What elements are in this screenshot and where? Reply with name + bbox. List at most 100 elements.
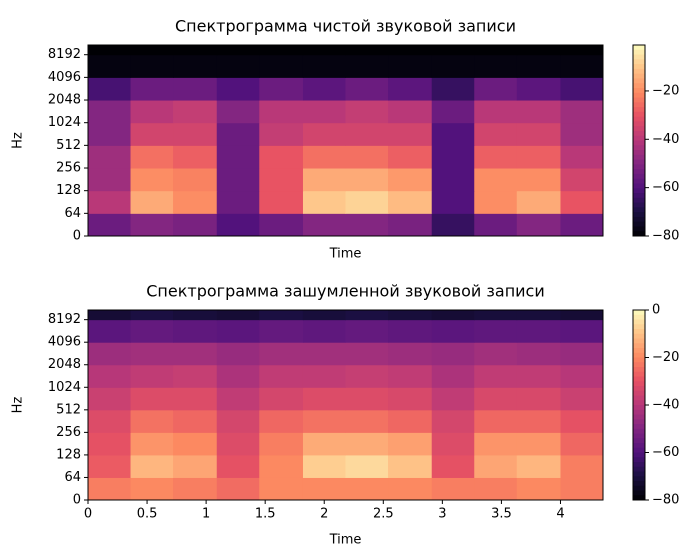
heatmap-cell bbox=[516, 77, 561, 101]
heatmap-cell bbox=[388, 190, 433, 214]
heatmap-cell bbox=[173, 454, 218, 478]
colorbar-step bbox=[633, 352, 645, 358]
heatmap-cell bbox=[388, 310, 433, 321]
heatmap-cell bbox=[516, 190, 561, 214]
heatmap-cell bbox=[560, 190, 604, 214]
heatmap-cell bbox=[516, 310, 561, 321]
colorbar-step bbox=[633, 193, 645, 199]
heatmap-cell bbox=[560, 77, 604, 101]
heatmap-cell bbox=[345, 45, 389, 56]
heatmap-cell bbox=[431, 77, 475, 101]
colorbar-step bbox=[633, 226, 645, 232]
heatmap-cell bbox=[130, 213, 174, 237]
heatmap-cell bbox=[259, 145, 304, 169]
heatmap-cell bbox=[173, 364, 218, 388]
heatmap-cell bbox=[560, 168, 604, 192]
heatmap-cell bbox=[173, 190, 218, 214]
heatmap-cell bbox=[302, 364, 346, 388]
heatmap-cell bbox=[173, 45, 218, 56]
heatmap-cell bbox=[516, 387, 561, 411]
heatmap-cell bbox=[431, 54, 475, 78]
colorbar-step bbox=[633, 169, 645, 175]
heatmap-cell bbox=[388, 168, 433, 192]
colorbar-step bbox=[633, 424, 645, 430]
heatmap-cell bbox=[388, 387, 433, 411]
colorbar-step bbox=[633, 357, 645, 363]
heatmap-cell bbox=[173, 77, 218, 101]
heatmap-cell bbox=[130, 145, 174, 169]
heatmap-cell bbox=[345, 342, 389, 366]
colorbar-step bbox=[633, 202, 645, 208]
colorbar-tick-label: −20 bbox=[652, 350, 679, 365]
heatmap-cell bbox=[560, 454, 604, 478]
colorbar-step bbox=[633, 164, 645, 170]
colorbar-tick-label: −20 bbox=[652, 83, 679, 98]
heatmap-cell bbox=[474, 190, 518, 214]
heatmap-cell bbox=[431, 454, 475, 478]
heatmap-cell bbox=[388, 342, 433, 366]
colorbar-step bbox=[633, 495, 645, 501]
colorbar-step bbox=[633, 130, 645, 137]
heatmap-cell bbox=[431, 387, 475, 411]
heatmap-cell bbox=[474, 454, 518, 478]
y-tick-label: 128 bbox=[56, 447, 81, 462]
colorbar-step bbox=[633, 405, 645, 411]
heatmap-cell bbox=[560, 310, 604, 321]
heatmap-cell bbox=[173, 54, 218, 78]
heatmap-cell bbox=[431, 364, 475, 388]
heatmap-cell bbox=[516, 168, 561, 192]
colorbar-step bbox=[633, 362, 645, 368]
y-tick-label: 2048 bbox=[48, 357, 81, 372]
heatmap-cell bbox=[431, 213, 475, 237]
colorbar-step bbox=[633, 367, 645, 373]
x-tick-label: 2.5 bbox=[373, 507, 394, 522]
heatmap-cell bbox=[173, 100, 218, 124]
colorbar-step bbox=[633, 126, 645, 132]
colorbar-step bbox=[633, 428, 645, 434]
heatmap-cell bbox=[88, 387, 132, 411]
heatmap-cell bbox=[345, 213, 389, 237]
colorbar-step bbox=[633, 116, 645, 122]
heatmap-cell bbox=[88, 77, 132, 101]
colorbar-step bbox=[633, 102, 645, 108]
heatmap-cell bbox=[216, 432, 260, 456]
colorbar-step bbox=[633, 49, 645, 56]
heatmap-cell bbox=[216, 213, 260, 237]
x-tick-label: 2 bbox=[320, 507, 328, 522]
heatmap-cell bbox=[388, 319, 433, 343]
colorbar-step bbox=[633, 121, 645, 127]
heatmap-cell bbox=[431, 477, 475, 501]
heatmap-cell bbox=[431, 145, 475, 169]
y-axis-label: Hz bbox=[11, 397, 26, 414]
heatmap-cell bbox=[216, 387, 260, 411]
colorbar-step bbox=[633, 376, 645, 382]
colorbar-step bbox=[633, 111, 645, 118]
heatmap-cell bbox=[173, 310, 218, 321]
heatmap-cell bbox=[88, 409, 132, 433]
colorbar-step bbox=[633, 348, 645, 354]
heatmap-cell bbox=[431, 190, 475, 214]
heatmap-cell bbox=[431, 100, 475, 124]
heatmap-cell bbox=[216, 100, 260, 124]
heatmap-cell bbox=[345, 319, 389, 343]
heatmap-cell bbox=[130, 190, 174, 214]
heatmap-cell bbox=[130, 387, 174, 411]
colorbar-step bbox=[633, 207, 645, 213]
y-tick-label: 64 bbox=[64, 470, 81, 485]
heatmap-cell bbox=[431, 432, 475, 456]
heatmap-cell bbox=[216, 454, 260, 478]
heatmap-cell bbox=[302, 477, 346, 501]
heatmap-cell bbox=[259, 454, 304, 478]
colorbar-step bbox=[633, 452, 645, 458]
heatmap-cell bbox=[560, 213, 604, 237]
colorbar-step bbox=[633, 414, 645, 420]
heatmap-cell bbox=[259, 77, 304, 101]
heatmap-cell bbox=[388, 454, 433, 478]
heatmap-cell bbox=[302, 310, 346, 321]
heatmap-cell bbox=[216, 168, 260, 192]
heatmap-cell bbox=[474, 477, 518, 501]
heatmap-cell bbox=[516, 100, 561, 124]
heatmap-cell bbox=[474, 310, 518, 321]
heatmap-cell bbox=[173, 342, 218, 366]
heatmap-cell bbox=[302, 100, 346, 124]
